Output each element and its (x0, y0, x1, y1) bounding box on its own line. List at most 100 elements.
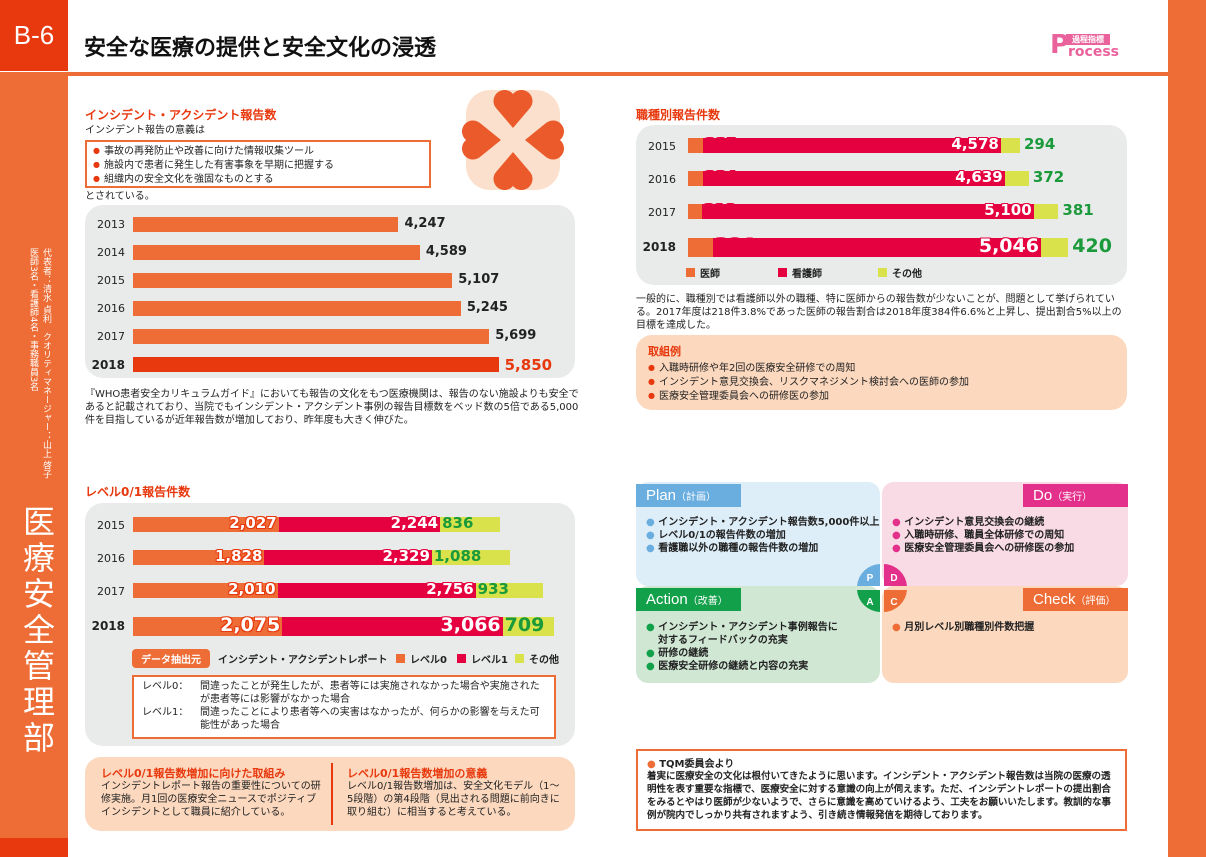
level-definitions: レベル0： 間違ったことが発生したが、患者等には実施されなかった場合や実施されたが… (132, 675, 556, 739)
check-sub: （評価） (1075, 596, 1116, 607)
do-item: ● 入職時研修、職員全体研修での周知 (892, 530, 1065, 541)
data-label: 4,247 (404, 216, 446, 231)
incident-intro: インシデント報告の意義は (85, 125, 205, 136)
process-tag: 過程指標 (1066, 34, 1110, 45)
data-label: 5,100 (984, 201, 1032, 219)
levels-heading: レベル0/1報告件数 (85, 485, 191, 499)
jobtype-note: 一般的に、職種別では看護師以外の職種、特に医師からの報告数が少ないことが、問題と… (636, 294, 1122, 331)
sidebar-footer (0, 838, 68, 857)
year-label: 2013 (97, 218, 125, 231)
bar-2018-1 (712, 238, 1041, 257)
year-label: 2016 (97, 302, 125, 315)
bar-2017-0 (688, 204, 703, 219)
bar-2015-2 (440, 517, 501, 532)
header-rule (0, 72, 1168, 76)
svg-text:D: D (890, 573, 897, 584)
legend-swatch (686, 268, 695, 277)
bar-2018-1 (282, 617, 503, 636)
bar-2016-0 (688, 171, 704, 186)
legend-other: その他 (515, 651, 559, 666)
process-logo-p: P (1050, 30, 1070, 60)
data-label: 5,699 (495, 328, 537, 343)
legend-label: 看護師 (792, 269, 822, 280)
year-label: 2018 (91, 358, 125, 372)
incident-point: 組織内の安全文化を強固なものとする (93, 172, 423, 186)
legend-label: レベル0 (410, 655, 447, 666)
do-header: Do（実行） (1023, 484, 1128, 507)
action-title: Action (646, 591, 688, 608)
bar-2017-2 (1033, 204, 1059, 219)
incident-heading: インシデント・アクシデント報告数 (85, 108, 277, 122)
data-label: 4,578 (951, 135, 999, 153)
action-item: ● 医療安全研修の継続と内容の充実 (646, 661, 809, 672)
jobtype-chart: 医師 看護師 その他 20152354,57829420162344,63937… (636, 125, 1127, 285)
data-label: 5,046 (978, 235, 1039, 257)
data-label: 2,027 (229, 514, 277, 532)
plan-header: Plan（計画） (636, 484, 741, 507)
tqm-box: ● TQM委員会より 着実に医療安全の文化は根付いてきたように思います。インシデ… (636, 749, 1127, 831)
bar-2016-2 (431, 550, 511, 565)
department-name: 医療安全管理部 (18, 505, 56, 757)
data-label: 5,850 (504, 356, 553, 374)
data-label: 2,075 (220, 614, 281, 636)
bar-2018-2 (502, 617, 554, 636)
process-logo: rocess (1068, 44, 1119, 60)
legend-nurse: 看護師 (778, 265, 822, 280)
section-code: B-6 (0, 0, 68, 71)
data-label: 2,010 (228, 580, 276, 598)
plan-item: ● 看護職以外の職種の報告件数の増加 (646, 543, 819, 554)
incident-point: 施設内で患者に発生した有害事象を早期に把握する (93, 158, 423, 172)
data-label: 5,107 (458, 272, 500, 287)
year-label: 2015 (97, 274, 125, 287)
hearts-logo-icon (461, 89, 565, 191)
tqm-text: 着実に医療安全の文化は根付いてきたように思います。インシデント・アクシデント報告… (647, 771, 1111, 821)
year-label: 2017 (648, 206, 676, 219)
data-label: 836 (442, 514, 474, 532)
plan-title: Plan (646, 487, 677, 504)
legend-doctor: 医師 (686, 265, 720, 280)
representative: 代表者：清水 貞利 クオリティマネージャー：山上 啓子 (41, 248, 51, 479)
data-label: 294 (1023, 135, 1056, 153)
tqm-title: ● TQM委員会より (647, 759, 735, 770)
bar-2018-2 (1040, 238, 1069, 257)
bar-2016 (133, 301, 461, 316)
bar-2013 (133, 217, 399, 232)
legend-level0: レベル0 (396, 651, 447, 666)
bar-2016-0 (133, 550, 265, 565)
year-label: 2016 (648, 173, 676, 186)
bar-2018 (133, 357, 499, 372)
source-label: データ抽出元 (132, 649, 210, 668)
do-item: ● 医療安全管理委員会への研修医の参加 (892, 543, 1075, 554)
do-sub: （実行） (1052, 492, 1093, 503)
check-item: ● 月別レベル別職種別件数把握 (892, 622, 1035, 633)
def-term: レベル1： (142, 707, 189, 718)
data-label: 2,329 (382, 547, 430, 565)
data-label: 709 (504, 614, 545, 636)
pdca-wheel-icon: P D A C (857, 564, 907, 612)
bar-2015-2 (1000, 138, 1020, 153)
svg-text:C: C (890, 597, 897, 608)
example-item: 入職時研修や年2回の医療安全研修での周知 (648, 361, 1115, 375)
legend-swatch (778, 268, 787, 277)
bar-2017-1 (702, 204, 1034, 219)
bar-2015-0 (133, 517, 279, 532)
bar-2015 (133, 273, 453, 288)
bar-2015-1 (703, 138, 1001, 153)
incident-note: 『WHO患者安全カリキュラムガイド』においても報告の文化をもつ医療機関は、報告の… (85, 389, 579, 426)
bar-2018-0 (133, 617, 283, 636)
check-header: Check（評価） (1023, 588, 1128, 611)
svg-text:A: A (866, 597, 873, 608)
data-label: 4,639 (955, 168, 1003, 186)
bar-2014 (133, 245, 420, 260)
plan-item: ● レベル0/1の報告件数の増加 (646, 530, 786, 541)
sidebar-members: 代表者：清水 貞利 クオリティマネージャー：山上 啓子 医師3名・看護師4名・事務… (26, 248, 52, 498)
levels-chart: データ抽出元 インシデント・アクシデントレポート レベル0 レベル1 その他 レ… (85, 503, 575, 746)
source-text: インシデント・アクシデントレポート (218, 655, 388, 666)
box1-title: レベル0/1報告数増加に向けた取組み (101, 767, 286, 780)
bar-2017-1 (277, 583, 476, 598)
legend-swatch (396, 654, 405, 663)
incident-points: 事故の再発防止や改善に向けた情報収集ツール 施設内で患者に発生した有害事象を早期… (85, 140, 431, 188)
incident-point: 事故の再発防止や改善に向けた情報収集ツール (93, 144, 423, 158)
year-label: 2015 (97, 519, 125, 532)
legend-label: その他 (529, 655, 559, 666)
